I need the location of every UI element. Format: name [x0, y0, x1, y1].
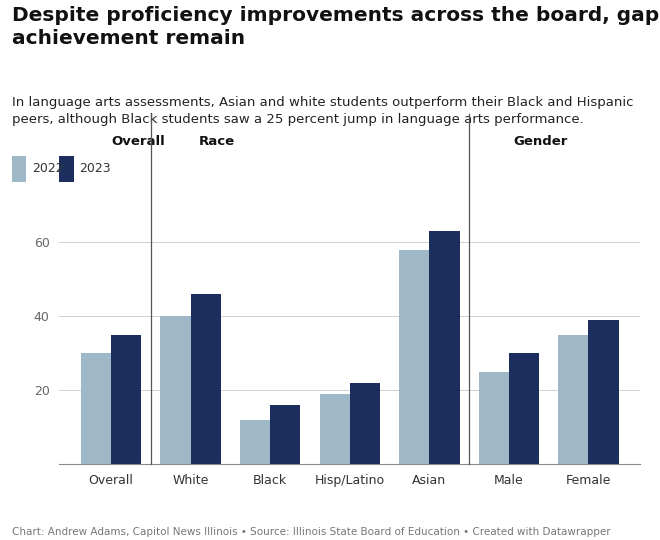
- Bar: [111, 335, 141, 464]
- Bar: [319, 394, 350, 464]
- Bar: [589, 320, 618, 464]
- Text: In language arts assessments, Asian and white students outperform their Black an: In language arts assessments, Asian and …: [12, 96, 634, 126]
- Bar: [509, 353, 539, 464]
- Bar: [270, 405, 300, 464]
- Bar: [478, 372, 509, 464]
- Text: Gender: Gender: [513, 135, 568, 148]
- Bar: [240, 420, 270, 464]
- Bar: [191, 294, 221, 464]
- Text: 2022: 2022: [32, 163, 63, 176]
- Text: Overall: Overall: [111, 135, 165, 148]
- Bar: [399, 249, 430, 464]
- Bar: [350, 383, 380, 464]
- Bar: [160, 316, 191, 464]
- Text: 2023: 2023: [79, 163, 111, 176]
- Text: Chart: Andrew Adams, Capitol News Illinois • Source: Illinois State Board of Edu: Chart: Andrew Adams, Capitol News Illino…: [12, 527, 610, 537]
- FancyBboxPatch shape: [59, 156, 74, 182]
- Bar: [558, 335, 589, 464]
- Bar: [81, 353, 111, 464]
- Text: Despite proficiency improvements across the board, gaps in
achievement remain: Despite proficiency improvements across …: [12, 6, 660, 48]
- Bar: [430, 231, 459, 464]
- FancyBboxPatch shape: [12, 156, 26, 182]
- Text: Race: Race: [199, 135, 235, 148]
